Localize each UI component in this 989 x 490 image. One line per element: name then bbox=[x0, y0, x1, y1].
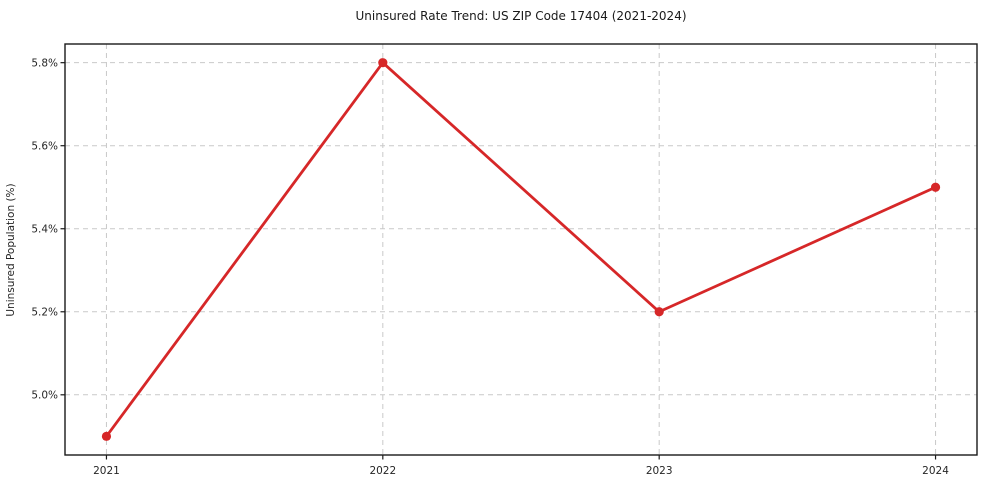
x-tick-label: 2021 bbox=[93, 465, 120, 477]
y-tick-label: 5.6% bbox=[31, 140, 58, 152]
y-tick-label: 5.4% bbox=[31, 223, 58, 235]
x-tick-label: 2023 bbox=[646, 465, 673, 477]
plot-area: 5.0% 5.2% 5.4% 5.6% 5.8% 2021 2022 2023 2024 bbox=[31, 43, 978, 477]
chart-title: Uninsured Rate Trend: US ZIP Code 17404 … bbox=[355, 9, 686, 23]
x-tick-label: 2024 bbox=[922, 465, 949, 477]
plot-border bbox=[64, 43, 978, 456]
y-tick-label: 5.0% bbox=[31, 389, 58, 401]
x-tick-label: 2022 bbox=[369, 465, 396, 477]
y-axis-label: Uninsured Population (%) bbox=[5, 183, 17, 316]
y-tick-label: 5.2% bbox=[31, 306, 58, 318]
data-point-marker bbox=[378, 58, 388, 68]
data-point-marker bbox=[930, 182, 941, 192]
data-point-marker bbox=[654, 307, 664, 317]
data-point-marker bbox=[101, 431, 112, 441]
trend-line bbox=[105, 61, 937, 438]
y-tick-label: 5.8% bbox=[31, 57, 58, 69]
